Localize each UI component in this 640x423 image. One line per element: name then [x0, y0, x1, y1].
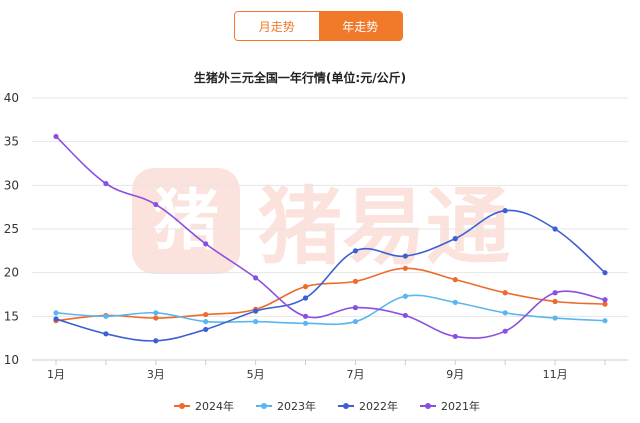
legend-item[interactable]: 2021年 [420, 399, 480, 413]
data-point[interactable] [153, 201, 159, 208]
series-line [55, 294, 606, 326]
legend-label: 2023年 [277, 399, 316, 413]
watermark-logo-badge [132, 168, 240, 274]
x-tick-label: 1月 [47, 368, 65, 381]
legend-marker [261, 403, 267, 409]
x-tick-label: 9月 [446, 368, 464, 381]
tab-yearly-trend[interactable]: 年走势 [318, 12, 402, 40]
y-grid [32, 97, 628, 361]
legend-item[interactable]: 2022年 [338, 399, 398, 413]
y-tick-label: 40 [4, 91, 19, 105]
legend-marker [179, 403, 185, 409]
legend: 2024年 2023年 2022年 2021年 [174, 399, 480, 413]
data-point[interactable] [53, 316, 59, 322]
data-point[interactable] [203, 326, 209, 333]
y-tick-label: 25 [4, 222, 19, 236]
data-point[interactable] [302, 313, 309, 319]
series-line [55, 267, 606, 322]
data-point[interactable] [402, 312, 408, 319]
data-point[interactable] [302, 295, 309, 301]
data-point[interactable] [153, 338, 159, 344]
x-tick-label: 11月 [543, 368, 568, 381]
legend-marker [425, 403, 431, 409]
data-point[interactable] [352, 318, 359, 325]
data-point[interactable] [552, 290, 558, 296]
data-point[interactable] [452, 236, 458, 242]
data-point[interactable] [502, 328, 508, 334]
series-3 [53, 133, 608, 340]
data-point[interactable] [502, 208, 508, 214]
x-tick-label: 5月 [247, 368, 265, 381]
x-axis: 1月 3月 5月 7月 9月 11月 [47, 360, 606, 381]
data-point[interactable] [452, 333, 458, 340]
data-point[interactable] [203, 241, 209, 247]
data-point[interactable] [352, 248, 359, 254]
data-point[interactable] [253, 308, 259, 314]
legend-label: 2021年 [441, 399, 480, 413]
tab-monthly-trend[interactable]: 月走势 [235, 12, 319, 40]
series-lines [53, 133, 608, 344]
y-tick-label: 15 [4, 309, 19, 323]
data-point[interactable] [602, 318, 608, 324]
data-point[interactable] [103, 313, 109, 319]
data-point[interactable] [302, 320, 309, 326]
y-tick-label: 35 [4, 135, 19, 149]
legend-label: 2024年 [195, 399, 234, 413]
data-point[interactable] [103, 180, 109, 187]
data-point[interactable] [552, 298, 558, 305]
data-point[interactable] [602, 297, 608, 303]
data-point[interactable] [302, 284, 309, 290]
series-1 [53, 293, 608, 326]
data-point[interactable] [203, 318, 209, 325]
watermark: 猪 猪易通 [132, 168, 510, 276]
legend-marker [343, 403, 349, 409]
data-point[interactable] [552, 226, 558, 232]
data-point[interactable] [602, 301, 608, 307]
y-tick-label: 20 [4, 266, 19, 280]
data-point[interactable] [552, 315, 558, 321]
data-point[interactable] [402, 293, 408, 299]
trend-tabs: 月走势 年走势 [234, 11, 403, 41]
watermark-logo-text: 猪 [153, 182, 219, 259]
data-point[interactable] [452, 299, 458, 305]
x-tick-label: 3月 [147, 368, 165, 381]
data-point[interactable] [452, 277, 458, 283]
y-tick-label: 30 [4, 178, 19, 192]
legend-item[interactable]: 2024年 [174, 399, 234, 413]
series-2 [53, 208, 608, 344]
data-point[interactable] [352, 278, 359, 284]
x-tick-label: 7月 [346, 368, 364, 381]
chart-title: 生猪外三元全国一年行情(单位:元/公斤) [194, 70, 406, 85]
data-point[interactable] [103, 331, 109, 337]
legend-item[interactable]: 2023年 [256, 399, 316, 413]
data-point[interactable] [53, 310, 59, 316]
data-point[interactable] [203, 311, 209, 318]
data-point[interactable] [402, 265, 408, 271]
data-point[interactable] [502, 290, 508, 296]
data-point[interactable] [53, 133, 59, 140]
data-point[interactable] [502, 310, 508, 316]
data-point[interactable] [153, 315, 159, 321]
series-0 [53, 265, 608, 324]
series-line [55, 135, 606, 339]
data-point[interactable] [602, 270, 608, 276]
data-point[interactable] [253, 318, 259, 325]
data-point[interactable] [402, 253, 408, 259]
data-point[interactable] [352, 305, 359, 311]
y-tick-label: 10 [4, 353, 19, 367]
data-point[interactable] [153, 310, 159, 316]
watermark-brand-text: 猪易通 [258, 178, 510, 276]
y-axis-ticks: 10 15 20 25 30 35 40 [4, 91, 19, 367]
data-point[interactable] [253, 275, 259, 281]
legend-label: 2022年 [359, 399, 398, 413]
